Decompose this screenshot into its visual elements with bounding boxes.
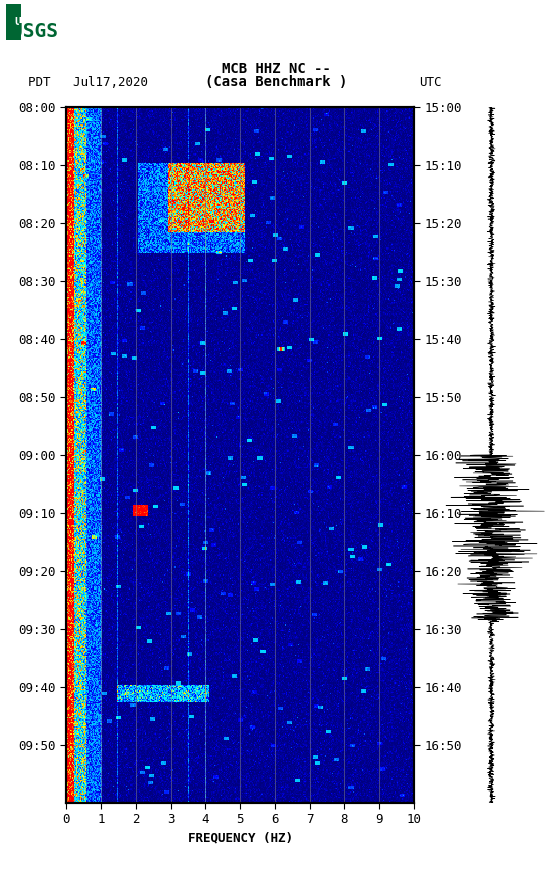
- Text: PDT   Jul17,2020: PDT Jul17,2020: [28, 76, 147, 89]
- FancyBboxPatch shape: [3, 3, 21, 42]
- Text: UTC: UTC: [420, 76, 442, 89]
- Text: USGS: USGS: [11, 22, 58, 41]
- Text: (Casa Benchmark ): (Casa Benchmark ): [205, 75, 347, 89]
- Text: USGS: USGS: [14, 17, 41, 28]
- Text: MCB HHZ NC --: MCB HHZ NC --: [221, 62, 331, 76]
- X-axis label: FREQUENCY (HZ): FREQUENCY (HZ): [188, 831, 293, 845]
